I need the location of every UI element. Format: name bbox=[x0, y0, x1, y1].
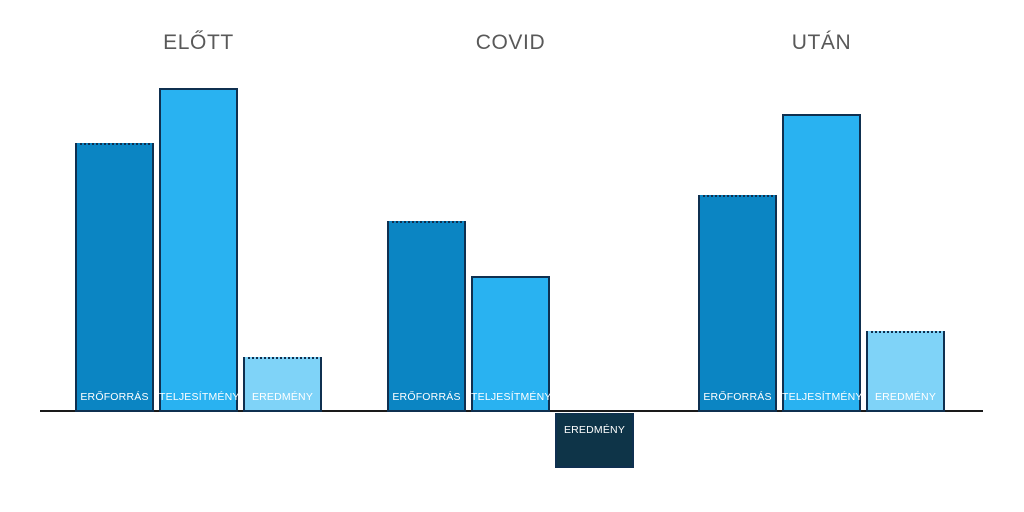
bar-label-eroforras-covid: ERŐFORRÁS bbox=[392, 391, 461, 403]
bar-label-eredmeny-covid: EREDMÉNY bbox=[563, 424, 626, 436]
bar-teljesitmeny-utan: TELJESÍTMÉNY bbox=[782, 114, 863, 412]
bar-label-eroforras-utan: ERŐFORRÁS bbox=[703, 391, 772, 403]
bar-eroforras-covid: ERŐFORRÁS bbox=[387, 221, 466, 412]
group-title-utan: UTÁN bbox=[791, 31, 852, 54]
bar-label-eroforras-elott: ERŐFORRÁS bbox=[80, 391, 149, 403]
bar-label-teljesitmeny-covid: TELJESÍTMÉNY bbox=[471, 391, 552, 403]
bar-label-eredmeny-utan: EREDMÉNY bbox=[874, 391, 937, 403]
bar-label-eredmeny-elott: EREDMÉNY bbox=[251, 391, 314, 403]
bar-label-teljesitmeny-elott: TELJESÍTMÉNY bbox=[159, 391, 240, 403]
bar-eredmeny-covid: EREDMÉNY bbox=[555, 413, 634, 468]
bar-eredmeny-utan: EREDMÉNY bbox=[866, 331, 945, 412]
bar-eroforras-elott: ERŐFORRÁS bbox=[75, 143, 154, 412]
bar-eredmeny-elott: EREDMÉNY bbox=[243, 357, 322, 412]
bar-eroforras-utan: ERŐFORRÁS bbox=[698, 195, 777, 412]
bar-teljesitmeny-elott: TELJESÍTMÉNY bbox=[159, 88, 240, 412]
group-title-covid: COVID bbox=[475, 31, 546, 54]
group-title-elott: ELŐTT bbox=[163, 31, 234, 54]
bar-label-teljesitmeny-utan: TELJESÍTMÉNY bbox=[782, 391, 863, 403]
bar-teljesitmeny-covid: TELJESÍTMÉNY bbox=[471, 276, 552, 412]
